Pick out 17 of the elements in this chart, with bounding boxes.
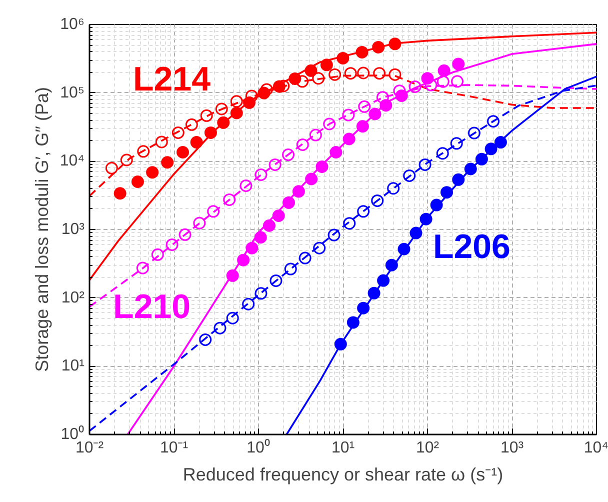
y-tick-label: 10⁶ xyxy=(60,16,85,33)
y-tick-label: 10⁵ xyxy=(60,84,85,102)
y-tick-label: 10³ xyxy=(61,221,86,238)
x-tick-label: 10³ xyxy=(500,440,524,456)
series-label: L210 xyxy=(113,288,191,326)
x-tick-label: 10⁰ xyxy=(246,438,270,456)
y-tick-label: 10⁴ xyxy=(60,152,85,170)
y-axis-title: Storage and loss moduli G′, G″ (Pa) xyxy=(32,87,52,372)
y-tick-label: 10² xyxy=(61,289,86,306)
x-tick-label: 10⁻¹ xyxy=(160,440,188,456)
x-tick-label: 10¹ xyxy=(331,440,355,456)
series-label: L206 xyxy=(432,228,510,266)
x-axis-title: Reduced frequency or shear rate ω (s⁻¹) xyxy=(182,464,504,484)
x-tick-label: 10⁴ xyxy=(584,440,608,456)
y-tick-label: 10¹ xyxy=(61,358,84,375)
x-tick-label: 10² xyxy=(416,440,440,456)
series-label: L214 xyxy=(132,60,211,99)
